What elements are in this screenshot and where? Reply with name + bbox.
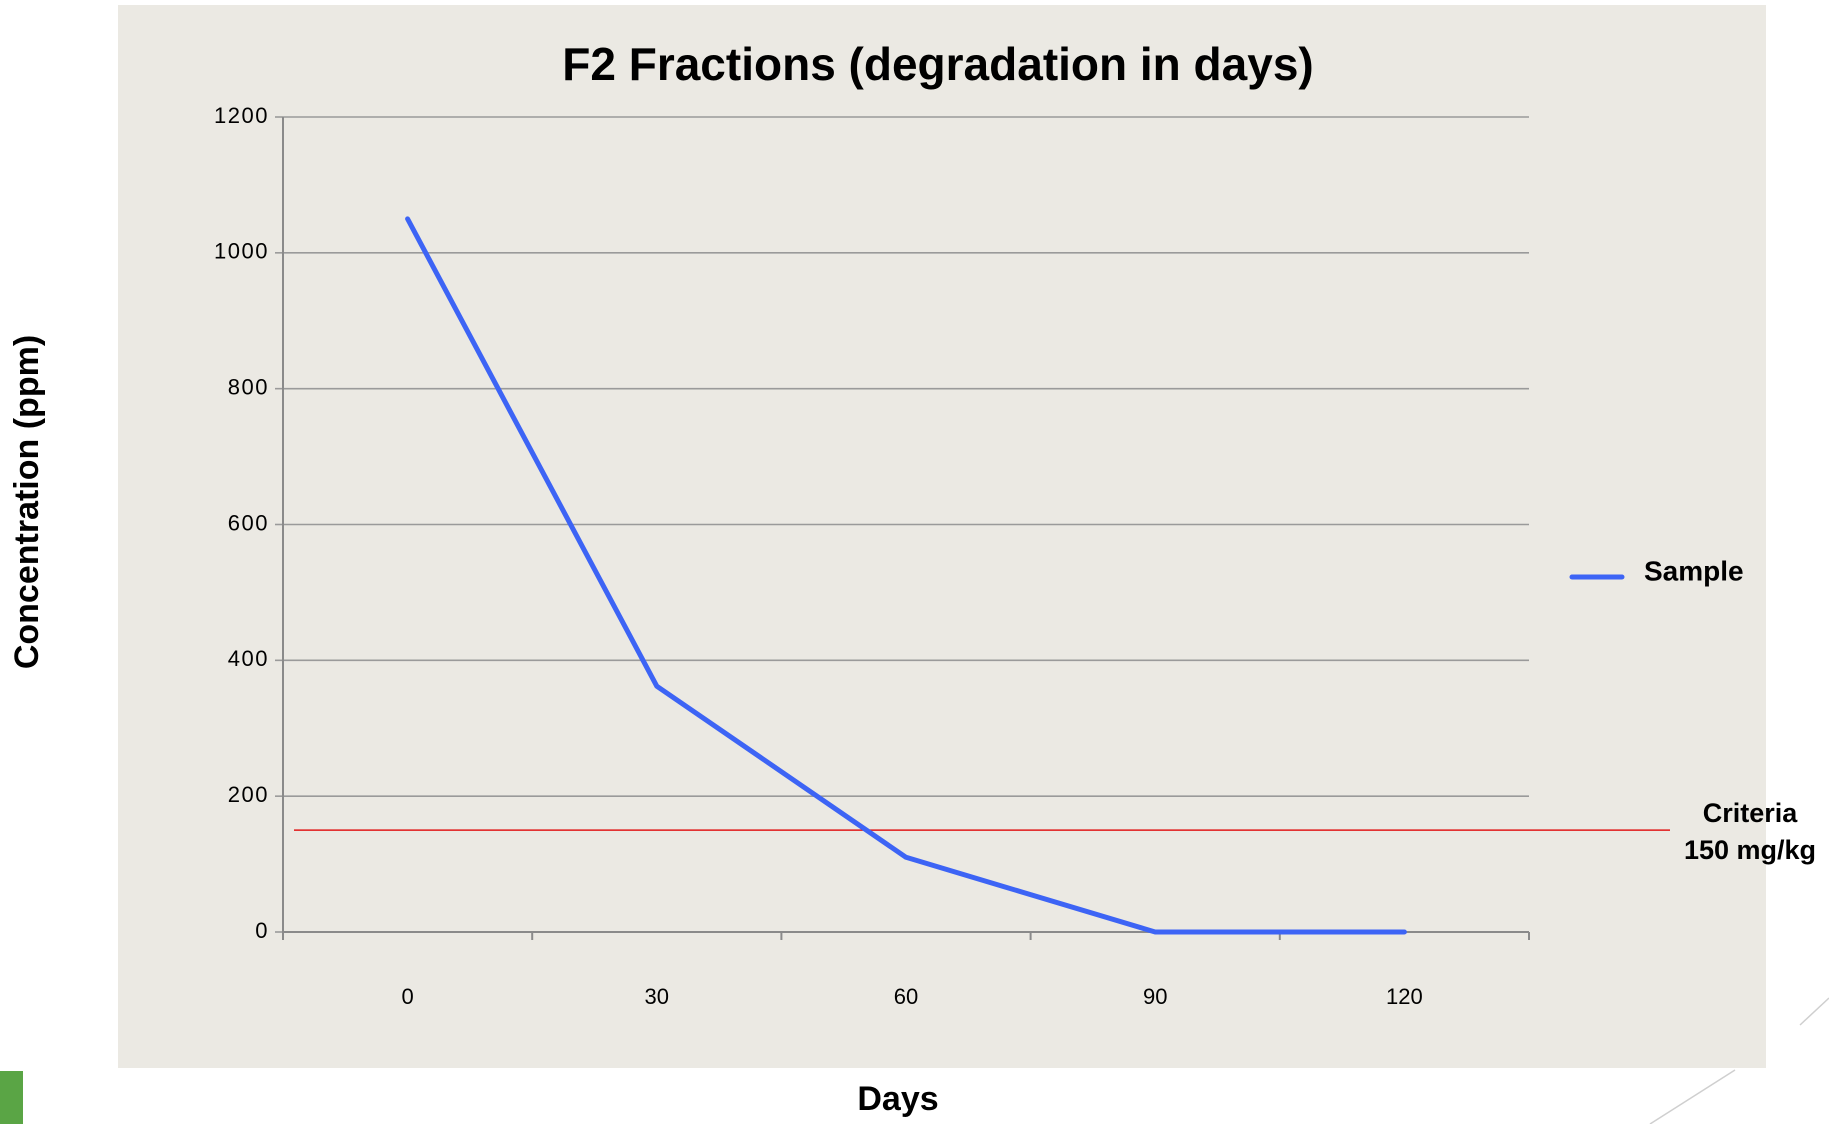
legend-label: Sample — [1644, 555, 1744, 586]
y-tick-label: 800 — [228, 374, 269, 399]
criteria-label: 150 mg/kg — [1684, 835, 1816, 865]
slide-accent — [0, 1071, 23, 1124]
x-tick-label: 90 — [1143, 984, 1167, 1009]
y-tick-label: 400 — [228, 646, 269, 671]
plot-background — [118, 5, 1766, 1068]
y-tick-label: 0 — [255, 918, 269, 943]
x-axis-label: Days — [857, 1080, 938, 1118]
plot: 0 200 400 600 800 1000 1200 0 30 60 90 120 — [214, 103, 1670, 1009]
y-tick-label: 1000 — [214, 239, 269, 264]
y-tick-label: 1200 — [214, 103, 269, 128]
x-tick-label: 120 — [1386, 984, 1423, 1009]
series-line — [405, 216, 1407, 935]
slide-decoration — [1799, 997, 1829, 1026]
x-tick-label: 60 — [894, 984, 918, 1009]
x-tick-label: 30 — [645, 984, 669, 1009]
y-tick-label: 600 — [228, 510, 269, 535]
slide-decoration — [1649, 1069, 1736, 1124]
y-tick-label: 200 — [228, 782, 269, 807]
y-axis-label: Concentration (ppm) — [8, 335, 46, 669]
criteria-label: Criteria — [1703, 798, 1799, 828]
x-tick-label: 0 — [401, 984, 413, 1009]
chart-title: F2 Fractions (degradation in days) — [562, 38, 1313, 90]
